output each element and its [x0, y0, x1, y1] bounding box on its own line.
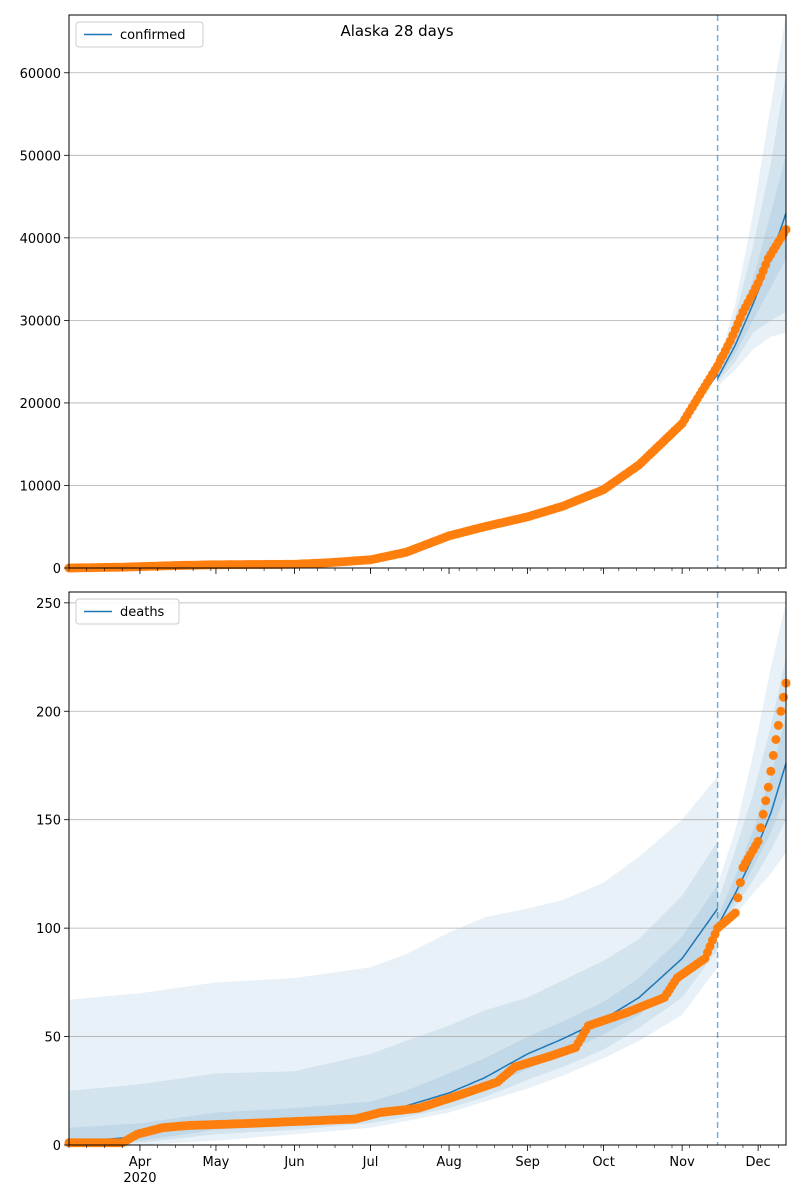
- confirmed-legend-box: [75, 21, 204, 48]
- deaths-axes: 0 50 100 150 200 250 Apr May Jun Jul Aug Sep Oct Nov D…: [36, 591, 787, 1186]
- x-tick-label-aug: Aug: [436, 1155, 461, 1170]
- deaths-observed-point: [763, 782, 773, 792]
- deaths-observed-point: [753, 836, 763, 846]
- deaths-legend: deaths: [75, 598, 180, 625]
- deaths-historical-band-3: [69, 884, 718, 1145]
- confirmed-forecast-bands: [717, 15, 786, 387]
- deaths-observed-point: [766, 766, 776, 776]
- x-year-label: 2020: [123, 1171, 156, 1186]
- confirmed-panel: 0 10000 20000 30000 40000 50000 60000 confirme…: [20, 14, 791, 577]
- x-tick-label-jul: Jul: [362, 1155, 379, 1170]
- confirmed-y-tick-label-20000: 20000: [20, 397, 61, 412]
- deaths-observed-point: [771, 735, 781, 744]
- deaths-observed-points: [64, 678, 791, 1148]
- deaths-observed-point: [756, 823, 766, 833]
- deaths-forecast-bands: [69, 602, 786, 1145]
- confirmed-observed-points: [64, 225, 791, 573]
- confirmed-forecast-band-1: [717, 15, 786, 387]
- x-tick-label-nov: Nov: [669, 1155, 695, 1170]
- x-tick-label-may: May: [203, 1155, 230, 1170]
- confirmed-y-tick-label-50000: 50000: [20, 149, 61, 164]
- confirmed-forecast-band-3: [717, 155, 786, 380]
- x-tick-label-dec: Dec: [746, 1155, 771, 1170]
- x-tick-label-sep: Sep: [515, 1155, 540, 1170]
- confirmed-legend-label: confirmed: [120, 28, 186, 43]
- deaths-axes-frame: [68, 591, 787, 1146]
- deaths-observed-point: [779, 692, 788, 702]
- deaths-forecast-band-3: [717, 715, 786, 929]
- confirmed-axes: 0 10000 20000 30000 40000 50000 60000: [20, 14, 787, 577]
- deaths-observed-point: [730, 908, 740, 918]
- deaths-observed-point: [768, 750, 778, 760]
- deaths-historical-band-2: [69, 841, 718, 1145]
- deaths-panel: 0 50 100 150 200 250 Apr May Jun Jul Aug Sep Oct Nov D…: [36, 591, 791, 1186]
- x-tick-label-oct: Oct: [592, 1155, 614, 1170]
- deaths-y-tick-label-50: 50: [44, 1031, 61, 1046]
- deaths-observed-point: [776, 706, 786, 716]
- deaths-y-tick-label-150: 150: [36, 814, 61, 829]
- deaths-observed-point: [773, 720, 783, 730]
- deaths-observed-point: [761, 796, 771, 806]
- deaths-observed-point: [735, 878, 745, 888]
- confirmed-y-tick-label-30000: 30000: [20, 314, 61, 329]
- confirmed-lines: [68, 15, 787, 569]
- deaths-forecast-band-2: [717, 657, 786, 931]
- confirmed-gridlines: [69, 72, 786, 569]
- confirmed-y-tick-label-10000: 10000: [20, 479, 61, 494]
- confirmed-y-tick-label-0: 0: [53, 562, 61, 577]
- x-tick-label-apr: Apr: [129, 1155, 152, 1170]
- confirmed-forecast-band-2: [717, 72, 786, 383]
- deaths-observed-point: [733, 893, 743, 903]
- confirmed-y-tick-label-60000: 60000: [20, 67, 61, 82]
- deaths-observed-point: [758, 809, 768, 819]
- deaths-forecast-band-1: [717, 602, 786, 935]
- deaths-y-tick-label-200: 200: [36, 705, 61, 720]
- deaths-y-tick-label-250: 250: [36, 597, 61, 612]
- chart-title: Alaska 28 days: [340, 22, 453, 40]
- confirmed-axes-frame: [68, 14, 787, 569]
- deaths-legend-box: [75, 598, 180, 625]
- deaths-y-tick-label-0: 0: [53, 1139, 61, 1154]
- deaths-y-tick-label-100: 100: [36, 922, 61, 937]
- confirmed-y-tick-label-40000: 40000: [20, 232, 61, 247]
- x-tick-label-jun: Jun: [283, 1155, 304, 1170]
- deaths-legend-label: deaths: [120, 605, 165, 620]
- confirmed-legend: confirmed: [75, 21, 204, 48]
